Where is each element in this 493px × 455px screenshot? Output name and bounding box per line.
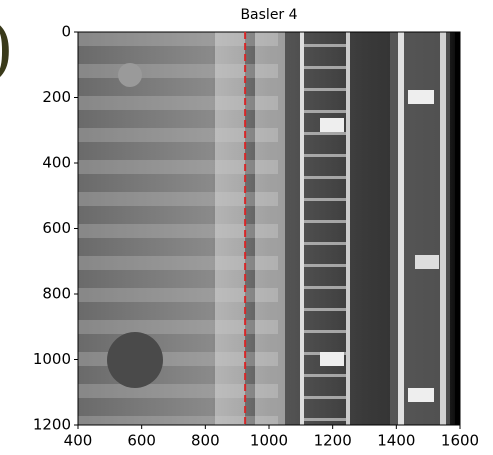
- y-tick-label: 400: [42, 154, 71, 172]
- x-tick-label: 600: [127, 432, 156, 450]
- x-tick-label: 800: [191, 432, 220, 450]
- x-tick-label: 1600: [441, 432, 479, 450]
- camera-image: [78, 32, 460, 425]
- y-tick-label: 0: [61, 23, 71, 41]
- y-tick-label: 200: [42, 88, 71, 106]
- y-tick-label: 1200: [33, 416, 71, 434]
- cropped-text: ): [0, 5, 12, 85]
- x-tick-label: 1200: [314, 432, 352, 450]
- x-tick-label: 1400: [377, 432, 415, 450]
- y-tick-label: 600: [42, 219, 71, 237]
- chart-title: Basler 4: [240, 7, 297, 23]
- x-tick-label: 1000: [250, 432, 288, 450]
- x-tick-label: 400: [64, 432, 93, 450]
- y-tick-label: 800: [42, 285, 71, 303]
- y-tick-label: 1000: [33, 350, 71, 368]
